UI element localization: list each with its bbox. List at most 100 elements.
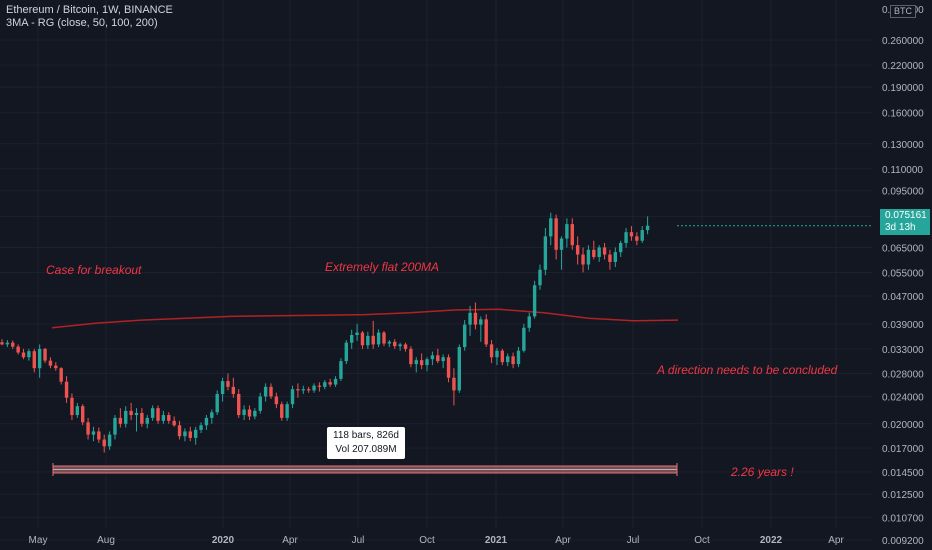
- candle: [333, 376, 338, 387]
- time-tick-label: May: [29, 535, 48, 546]
- candle-body: [366, 335, 370, 346]
- price-tick-label: 0.065000: [882, 243, 924, 254]
- price-tick-label: 0.110000: [882, 165, 923, 176]
- candle: [393, 339, 397, 349]
- note-direction: A direction needs to be concluded: [656, 363, 838, 377]
- time-tick-label: Apr: [282, 535, 298, 546]
- candlestick-series: [0, 212, 650, 453]
- candle: [382, 330, 386, 347]
- indicator-legend[interactable]: 3MA - RG (close, 50, 100, 200): [6, 17, 158, 29]
- candle-body: [317, 385, 322, 387]
- candle-body: [597, 247, 601, 257]
- candle: [75, 402, 80, 418]
- time-tick-label: 2021: [485, 535, 508, 546]
- candle: [81, 404, 85, 426]
- measure-volume: Vol 207.089M: [335, 444, 397, 455]
- candle: [32, 348, 36, 373]
- candle-body: [350, 335, 354, 343]
- candle: [317, 382, 322, 392]
- candle-body: [274, 396, 279, 405]
- candle-body: [430, 355, 435, 360]
- candle-body: [511, 356, 515, 365]
- time-tick-label: 2020: [212, 535, 235, 546]
- candle: [608, 249, 612, 270]
- candle-body: [134, 412, 139, 416]
- candle-body: [468, 312, 472, 325]
- candle: [575, 236, 580, 265]
- candle: [220, 377, 225, 402]
- candle-body: [554, 218, 558, 250]
- candle: [16, 344, 20, 355]
- candle-body: [645, 225, 650, 231]
- candle: [538, 264, 542, 290]
- candle-body: [32, 351, 36, 369]
- candle: [306, 386, 311, 393]
- candle-body: [220, 381, 225, 395]
- price-tick-label: 0.012500: [882, 490, 924, 501]
- candle: [269, 383, 273, 400]
- price-axis: 0.260000 0.220000 0.190000 0.160000 0.130000…: [882, 5, 924, 547]
- price-tick-label: 0.220000: [882, 61, 924, 72]
- candle-body: [37, 348, 42, 369]
- candle: [473, 302, 478, 330]
- candle-body: [441, 357, 445, 362]
- candle: [549, 212, 553, 246]
- candle-body: [231, 386, 236, 395]
- candle: [436, 348, 440, 364]
- candle: [48, 357, 53, 369]
- candle-body: [538, 269, 542, 286]
- candle-body: [145, 417, 149, 424]
- candle-body: [237, 394, 241, 416]
- candle-body: [549, 218, 553, 237]
- candle: [150, 405, 155, 421]
- candle: [156, 405, 160, 424]
- candle: [172, 416, 176, 427]
- candle: [500, 348, 505, 366]
- candle: [140, 408, 144, 427]
- candle: [419, 353, 424, 370]
- price-tick-label: 0.010700: [882, 513, 924, 524]
- candle-body: [344, 342, 349, 362]
- candle: [495, 347, 499, 366]
- candle: [237, 389, 241, 418]
- candle-body: [403, 344, 408, 349]
- candle: [263, 383, 268, 402]
- candle: [183, 428, 187, 442]
- symbol-title: Ethereum / Bitcoin, 1W, BINANCE: [6, 4, 173, 16]
- candle: [167, 412, 171, 424]
- candle-body: [527, 316, 531, 328]
- candle: [86, 417, 90, 440]
- currency-badge[interactable]: BTC: [890, 5, 916, 18]
- last-price-label: 0.075161 3d 13h: [880, 209, 930, 235]
- candle: [619, 240, 623, 257]
- last-price-value: 0.075161: [885, 210, 927, 221]
- candle: [290, 385, 295, 409]
- candle: [484, 314, 488, 348]
- candle: [344, 340, 349, 365]
- candle-body: [333, 378, 338, 385]
- candle-body: [619, 242, 623, 253]
- candle-body: [204, 417, 209, 426]
- candle: [457, 344, 461, 393]
- candle: [387, 340, 392, 348]
- candle: [242, 405, 246, 421]
- candle: [129, 402, 133, 421]
- candle: [113, 415, 117, 440]
- time-tick-label: Apr: [828, 535, 844, 546]
- candle: [559, 236, 564, 270]
- candle: [274, 392, 279, 409]
- candle-body: [118, 417, 123, 424]
- candle: [645, 216, 650, 235]
- candle-body: [393, 341, 397, 347]
- candle-body: [312, 385, 316, 391]
- candle-body: [247, 409, 252, 417]
- candle: [446, 354, 451, 383]
- candle-body: [371, 335, 375, 345]
- candle-body: [150, 408, 155, 418]
- candle-body: [81, 406, 85, 423]
- candle-body: [102, 439, 106, 447]
- candle-body: [581, 254, 585, 265]
- candle-body: [495, 350, 499, 358]
- candle: [624, 228, 628, 248]
